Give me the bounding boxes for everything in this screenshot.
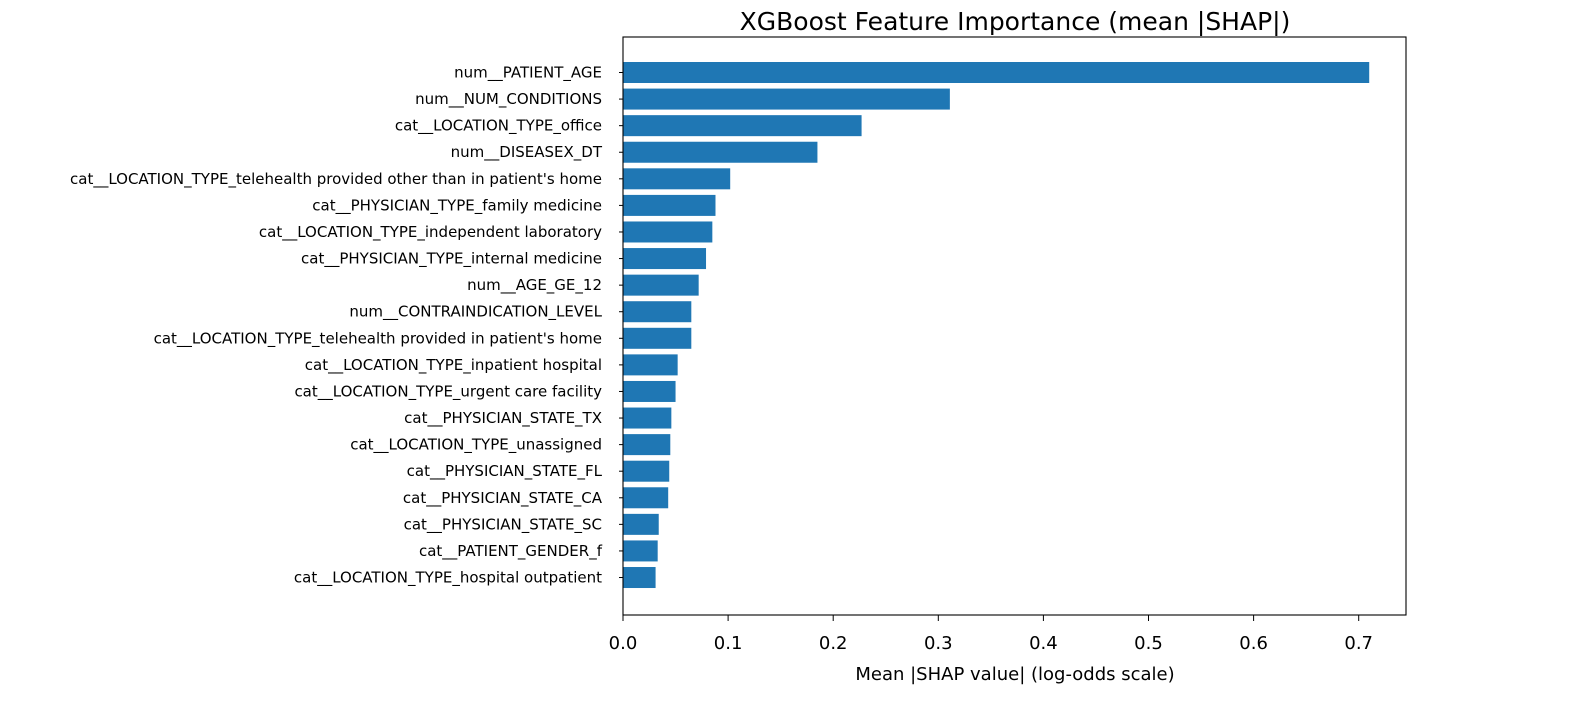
plot-frame [622,36,1407,616]
y-tick-label: cat__PHYSICIAN_STATE_TX [404,409,602,428]
bar [623,327,692,349]
bar [623,354,678,376]
x-tick-label: 0.7 [1344,633,1373,654]
bar [623,168,731,190]
y-tick-label: num__CONTRAINDICATION_LEVEL [349,303,602,322]
y-tick-label: cat__LOCATION_TYPE_telehealth provided o… [70,170,602,189]
y-tick-label: num__NUM_CONDITIONS [415,90,602,109]
bar [623,567,656,589]
y-tick-label: num__DISEASEX_DT [451,143,603,162]
y-tick-label: num__AGE_GE_12 [467,276,602,295]
bar [623,513,659,535]
y-tick-label: cat__LOCATION_TYPE_independent laborator… [259,223,602,242]
y-tick-label: cat__PATIENT_GENDER_f [419,542,603,561]
y-tick-label: cat__LOCATION_TYPE_urgent care facility [294,382,602,401]
x-axis-label: Mean |SHAP value| (log-odds scale) [855,664,1174,685]
y-tick-label: cat__PHYSICIAN_STATE_SC [404,515,602,534]
x-tick-label: 0.4 [1029,633,1058,654]
bar [623,141,818,163]
bar [623,62,1370,83]
bar [623,487,669,509]
y-tick-labels: num__PATIENT_AGE num__NUM_CONDITIONS cat__… [70,64,623,588]
bar [623,115,862,137]
bar [623,460,670,482]
bar [623,274,699,296]
y-tick-label: cat__LOCATION_TYPE_telehealth provided i… [154,329,602,348]
x-tick-label: 0.2 [819,633,848,654]
bar [623,194,716,216]
bar [623,248,707,270]
chart-title: XGBoost Feature Importance (mean |SHAP|) [740,7,1291,36]
y-tick-label: cat__PHYSICIAN_STATE_CA [403,489,603,508]
x-tick-label: 0.0 [609,633,638,654]
bars-group [623,62,1370,589]
bar [623,221,713,243]
y-tick-label: cat__LOCATION_TYPE_office [395,117,602,136]
bar [623,301,692,323]
x-tick-label: 0.1 [714,633,743,654]
x-tick-label: 0.5 [1134,633,1163,654]
y-tick-label: cat__LOCATION_TYPE_inpatient hospital [305,356,602,375]
x-tick-label: 0.6 [1239,633,1268,654]
x-tick-label: 0.3 [924,633,953,654]
bar [623,380,676,402]
y-tick-label: cat__PHYSICIAN_TYPE_family medicine [312,196,602,215]
y-tick-label: cat__LOCATION_TYPE_hospital outpatient [294,569,602,588]
bar [623,407,672,429]
y-tick-label: cat__PHYSICIAN_STATE_FL [407,462,603,481]
bar [623,88,950,110]
y-tick-label: num__PATIENT_AGE [454,64,602,83]
bar [623,540,658,562]
y-tick-label: cat__PHYSICIAN_TYPE_internal medicine [301,250,602,269]
bar [623,434,671,456]
y-tick-label: cat__LOCATION_TYPE_unassigned [350,436,602,455]
x-axis: 0.0 0.1 0.2 0.3 0.4 0.5 0.6 0.7 [609,615,1373,654]
